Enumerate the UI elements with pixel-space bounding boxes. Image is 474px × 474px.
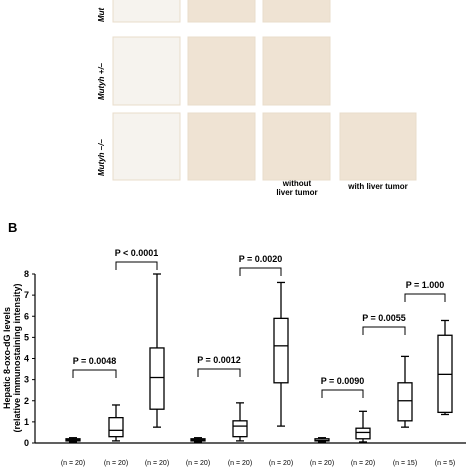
bracket [197,368,241,377]
annotation: P < 0.0001 [115,248,159,258]
annotation: P = 0.0055 [362,313,406,323]
box [232,420,248,438]
micrograph [187,112,256,181]
bracket [115,261,158,270]
annotation: P = 1.000 [406,280,445,290]
micrograph [112,112,181,181]
column-label: liver tumor [276,188,317,197]
column-label: with liver tumor [347,182,408,191]
micrograph [112,0,181,23]
x-tick-label: (n = 20) [228,460,252,467]
bracket [72,369,117,378]
x-tick-label: (n = 20) [351,460,375,467]
x-tick-label: (n = 20) [269,460,293,467]
box [273,317,289,384]
annotation: P = 0.0020 [239,254,283,264]
micrograph [187,36,256,106]
y-tick-label: 6 [24,311,29,321]
y-axis-label: Hepatic 8-oxo-dG levels [2,307,12,409]
micrograph [112,36,181,106]
column-label: without [282,179,312,188]
x-tick-label: (n = 20) [104,460,128,467]
y-tick-label: 3 [24,375,29,385]
row-label: Mut [97,7,106,22]
y-tick-label: 1 [24,417,29,427]
y-tick-label: 7 [24,290,29,300]
bracket [404,293,446,302]
row-label: Mutyh –/– [97,139,106,176]
micrograph [262,112,331,181]
panel-label: B [8,220,17,235]
bracket [239,267,282,276]
x-tick-label: (n = 20) [186,460,210,467]
y-tick-label: 2 [24,396,29,406]
box [149,347,165,410]
box [355,427,371,440]
micrograph [262,0,331,23]
box [397,382,413,422]
annotation: P = 0.0012 [197,355,241,365]
y-tick-label: 5 [24,332,29,342]
y-tick-label: 8 [24,269,29,279]
bracket [362,326,406,335]
x-tick-label: (n = 5) [435,460,455,467]
row-label: Mutyh +/– [97,62,106,100]
box [108,416,124,438]
y-tick-label: 4 [24,354,29,364]
y-tick-label: 0 [24,438,29,448]
x-tick-label: (n = 20) [145,460,169,467]
annotation: P = 0.0090 [321,376,365,386]
annotation: P = 0.0048 [73,356,117,366]
x-tick-label: (n = 20) [61,460,85,467]
x-tick-label: (n = 20) [310,460,334,467]
x-tick-label: (n = 15) [393,460,417,467]
micrograph [187,0,256,23]
micrograph [262,36,331,106]
y-axis-label: (relative immunostaining intensity) [12,283,22,432]
bracket [321,389,364,398]
micrograph [339,112,417,181]
